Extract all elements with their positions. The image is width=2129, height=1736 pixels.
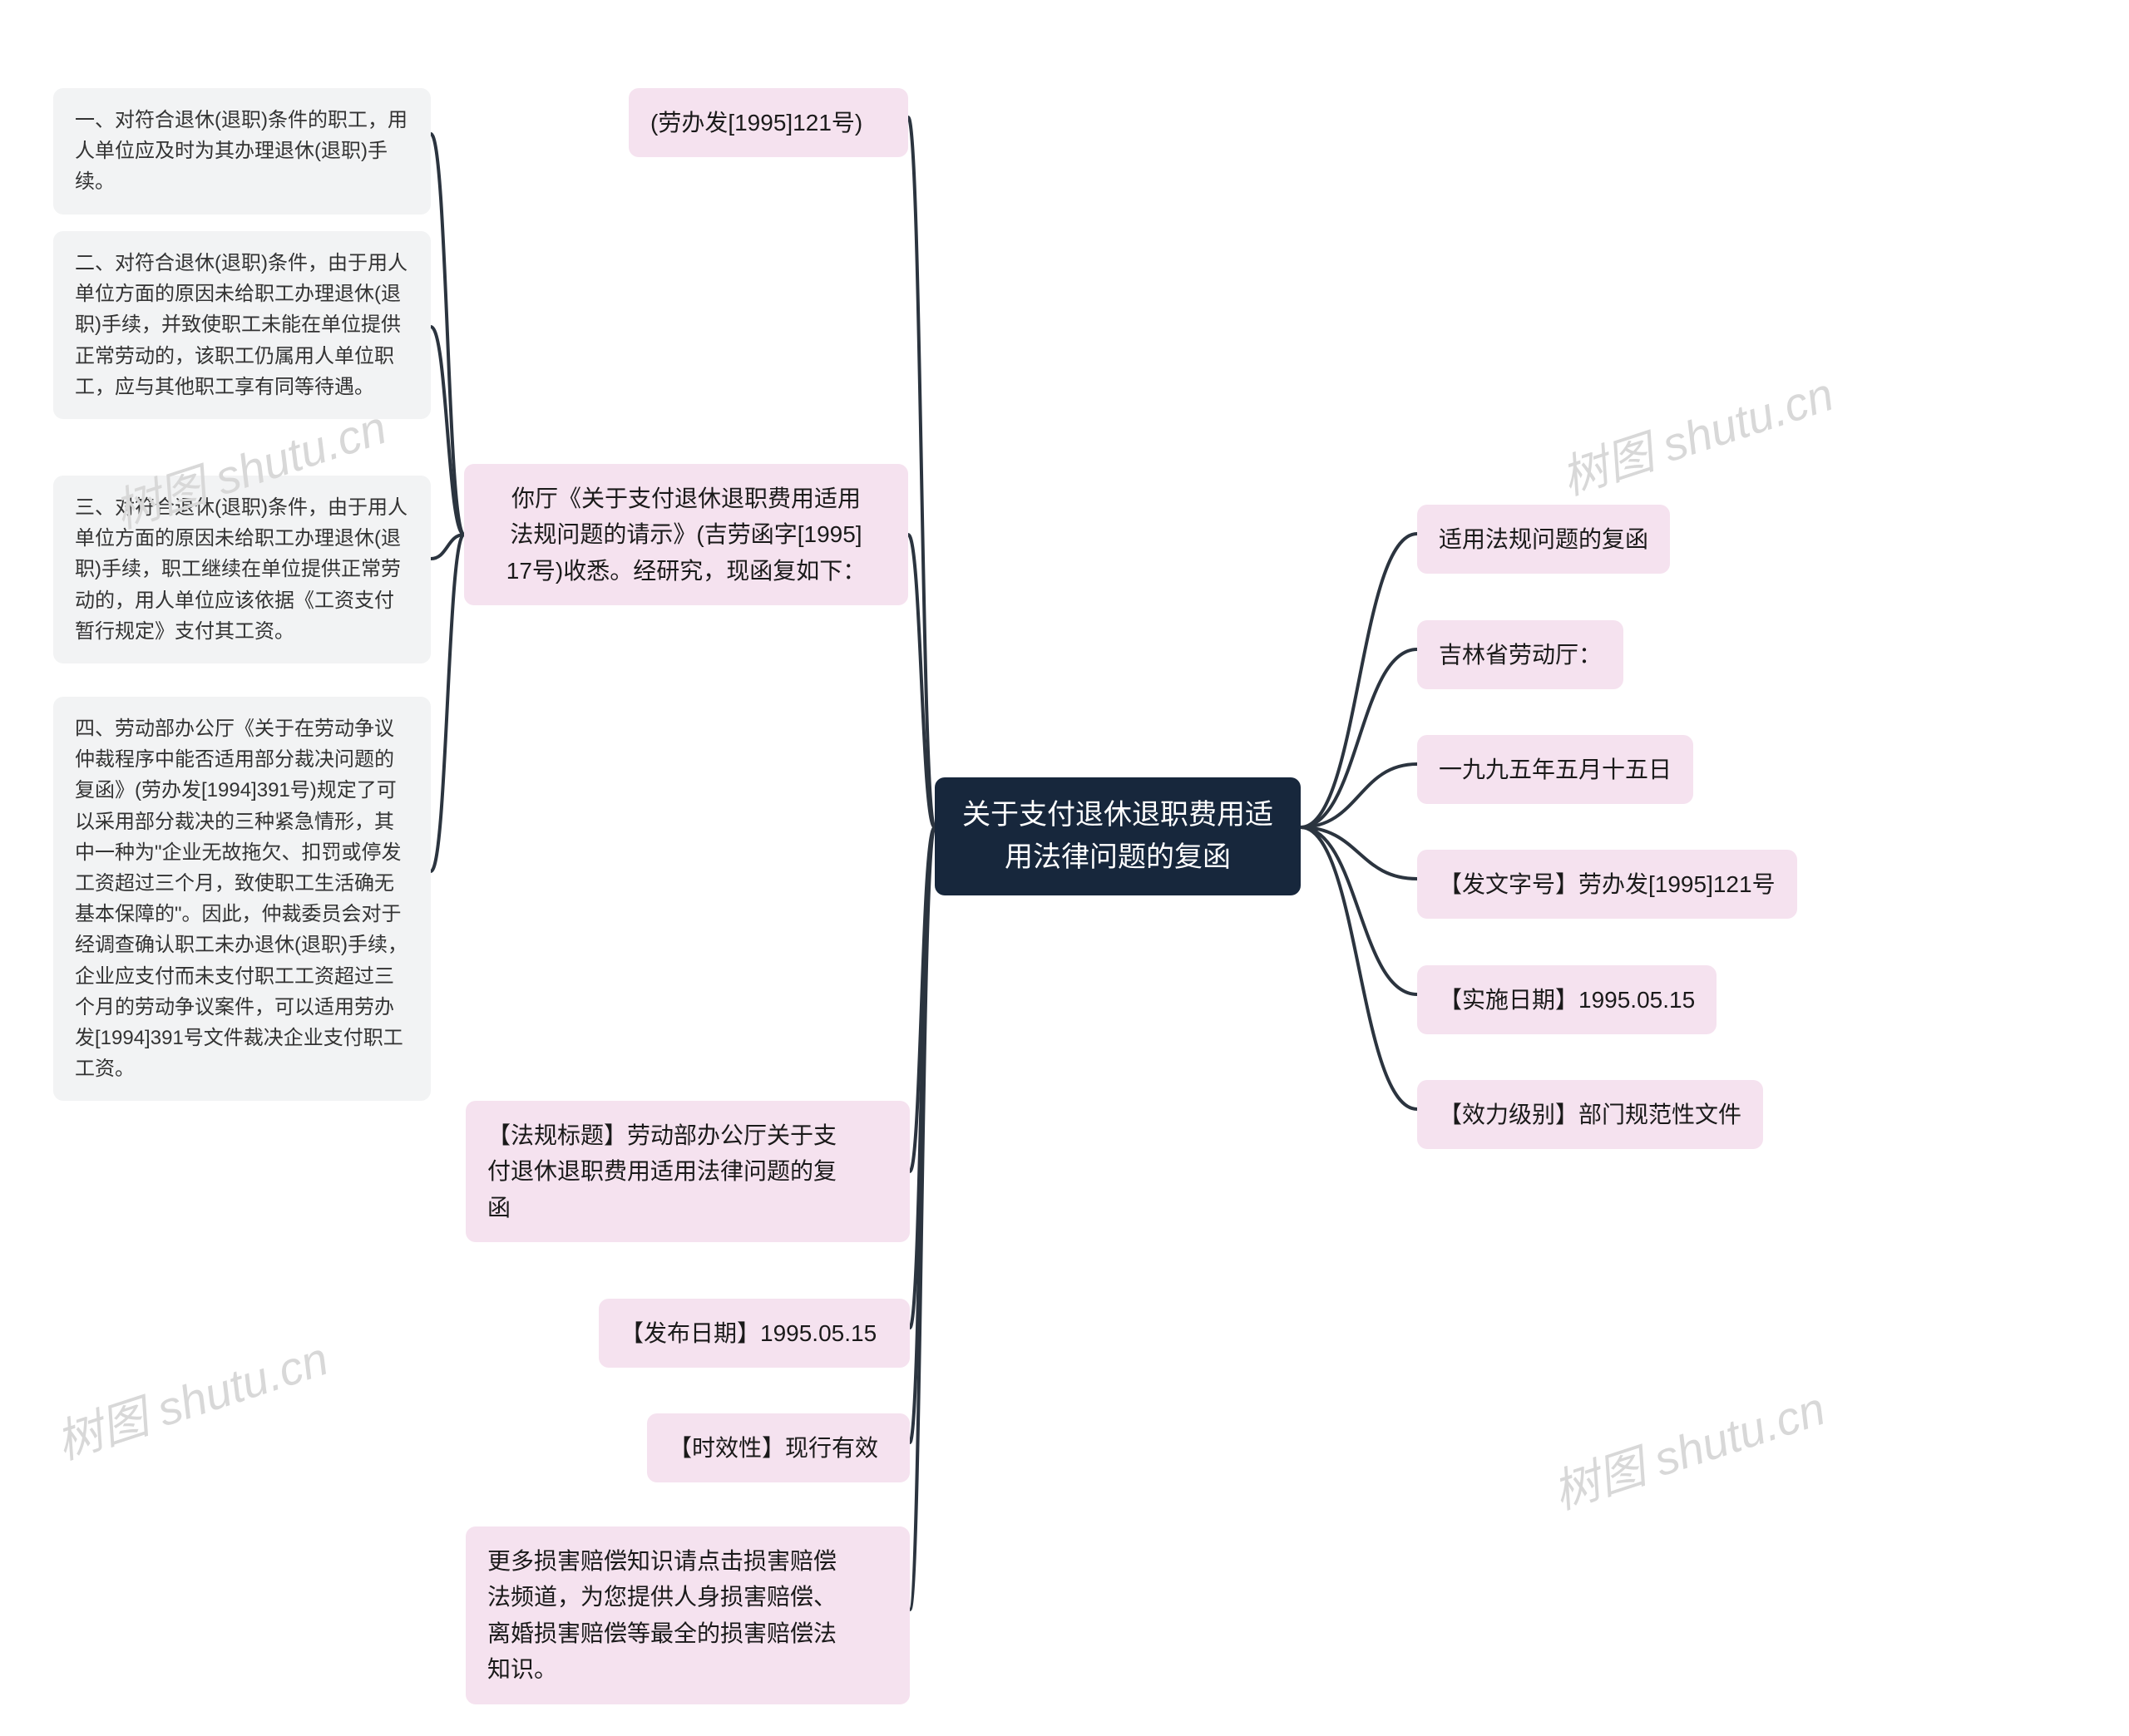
left-node-2[interactable]: 你厅《关于支付退休退职费用适用法规问题的请示》(吉劳函字[1995]17号)收悉… bbox=[464, 464, 908, 605]
node-text: 【发文字号】劳办发[1995]121号 bbox=[1439, 871, 1776, 897]
left-node-5[interactable]: 【时效性】现行有效 bbox=[647, 1413, 910, 1482]
right-node-6[interactable]: 【效力级别】部门规范性文件 bbox=[1417, 1080, 1763, 1149]
root-text: 关于支付退休退职费用适用法律问题的复函 bbox=[962, 799, 1273, 873]
right-node-3[interactable]: 一九九五年五月十五日 bbox=[1417, 735, 1693, 804]
node-text: 四、劳动部办公厅《关于在劳动争议仲裁程序中能否适用部分裁决问题的复函》(劳办发[… bbox=[75, 718, 408, 1080]
left-node-1[interactable]: (劳办发[1995]121号) bbox=[629, 88, 908, 157]
left-node-4[interactable]: 【发布日期】1995.05.15 bbox=[599, 1299, 910, 1368]
watermark: 树图 shutu.cn bbox=[47, 1322, 336, 1473]
node-text: (劳办发[1995]121号) bbox=[650, 110, 862, 136]
left-node-2-child-2[interactable]: 二、对符合退休(退职)条件，由于用人单位方面的原因未给职工办理退休(退职)手续，… bbox=[53, 231, 431, 419]
left-node-2-child-4[interactable]: 四、劳动部办公厅《关于在劳动争议仲裁程序中能否适用部分裁决问题的复函》(劳办发[… bbox=[53, 697, 431, 1101]
left-node-6[interactable]: 更多损害赔偿知识请点击损害赔偿法频道，为您提供人身损害赔偿、离婚损害赔偿等最全的… bbox=[466, 1526, 910, 1704]
node-text: 【效力级别】部门规范性文件 bbox=[1439, 1102, 1741, 1127]
node-text: 【时效性】现行有效 bbox=[669, 1435, 878, 1461]
node-text: 【法规标题】劳动部办公厅关于支付退休退职费用适用法律问题的复函 bbox=[487, 1122, 837, 1221]
node-text: 你厅《关于支付退休退职费用适用法规问题的请示》(吉劳函字[1995]17号)收悉… bbox=[506, 486, 866, 584]
mindmap-canvas: 关于支付退休退职费用适用法律问题的复函 (劳办发[1995]121号) 你厅《关… bbox=[0, 0, 2129, 1736]
node-text: 一、对符合退休(退职)条件的职工，用人单位应及时为其办理退休(退职)手续。 bbox=[75, 109, 408, 193]
node-text: 一九九五年五月十五日 bbox=[1439, 757, 1672, 782]
watermark: 树图 shutu.cn bbox=[1552, 358, 1841, 509]
left-node-2-child-3[interactable]: 三、对符合退休(退职)条件，由于用人单位方面的原因未给职工办理退休(退职)手续，… bbox=[53, 476, 431, 663]
right-node-2[interactable]: 吉林省劳动厅： bbox=[1417, 620, 1623, 689]
node-text: 【发布日期】1995.05.15 bbox=[620, 1320, 877, 1346]
node-text: 三、对符合退休(退职)条件，由于用人单位方面的原因未给职工办理退休(退职)手续，… bbox=[75, 496, 408, 643]
watermark-text: 树图 shutu.cn bbox=[50, 1332, 334, 1469]
node-text: 适用法规问题的复函 bbox=[1439, 526, 1648, 552]
watermark-text: 树图 shutu.cn bbox=[1547, 1382, 1831, 1519]
root-node[interactable]: 关于支付退休退职费用适用法律问题的复函 bbox=[935, 777, 1301, 895]
right-node-5[interactable]: 【实施日期】1995.05.15 bbox=[1417, 965, 1717, 1034]
left-node-2-child-1[interactable]: 一、对符合退休(退职)条件的职工，用人单位应及时为其办理退休(退职)手续。 bbox=[53, 88, 431, 215]
right-node-1[interactable]: 适用法规问题的复函 bbox=[1417, 505, 1670, 574]
node-text: 【实施日期】1995.05.15 bbox=[1439, 987, 1695, 1013]
right-node-4[interactable]: 【发文字号】劳办发[1995]121号 bbox=[1417, 850, 1797, 919]
node-text: 吉林省劳动厅： bbox=[1439, 642, 1602, 668]
watermark-text: 树图 shutu.cn bbox=[1555, 367, 1840, 505]
left-node-3[interactable]: 【法规标题】劳动部办公厅关于支付退休退职费用适用法律问题的复函 bbox=[466, 1101, 910, 1242]
node-text: 二、对符合退休(退职)条件，由于用人单位方面的原因未给职工办理退休(退职)手续，… bbox=[75, 252, 408, 398]
watermark: 树图 shutu.cn bbox=[1544, 1372, 1833, 1523]
node-text: 更多损害赔偿知识请点击损害赔偿法频道，为您提供人身损害赔偿、离婚损害赔偿等最全的… bbox=[487, 1548, 837, 1682]
